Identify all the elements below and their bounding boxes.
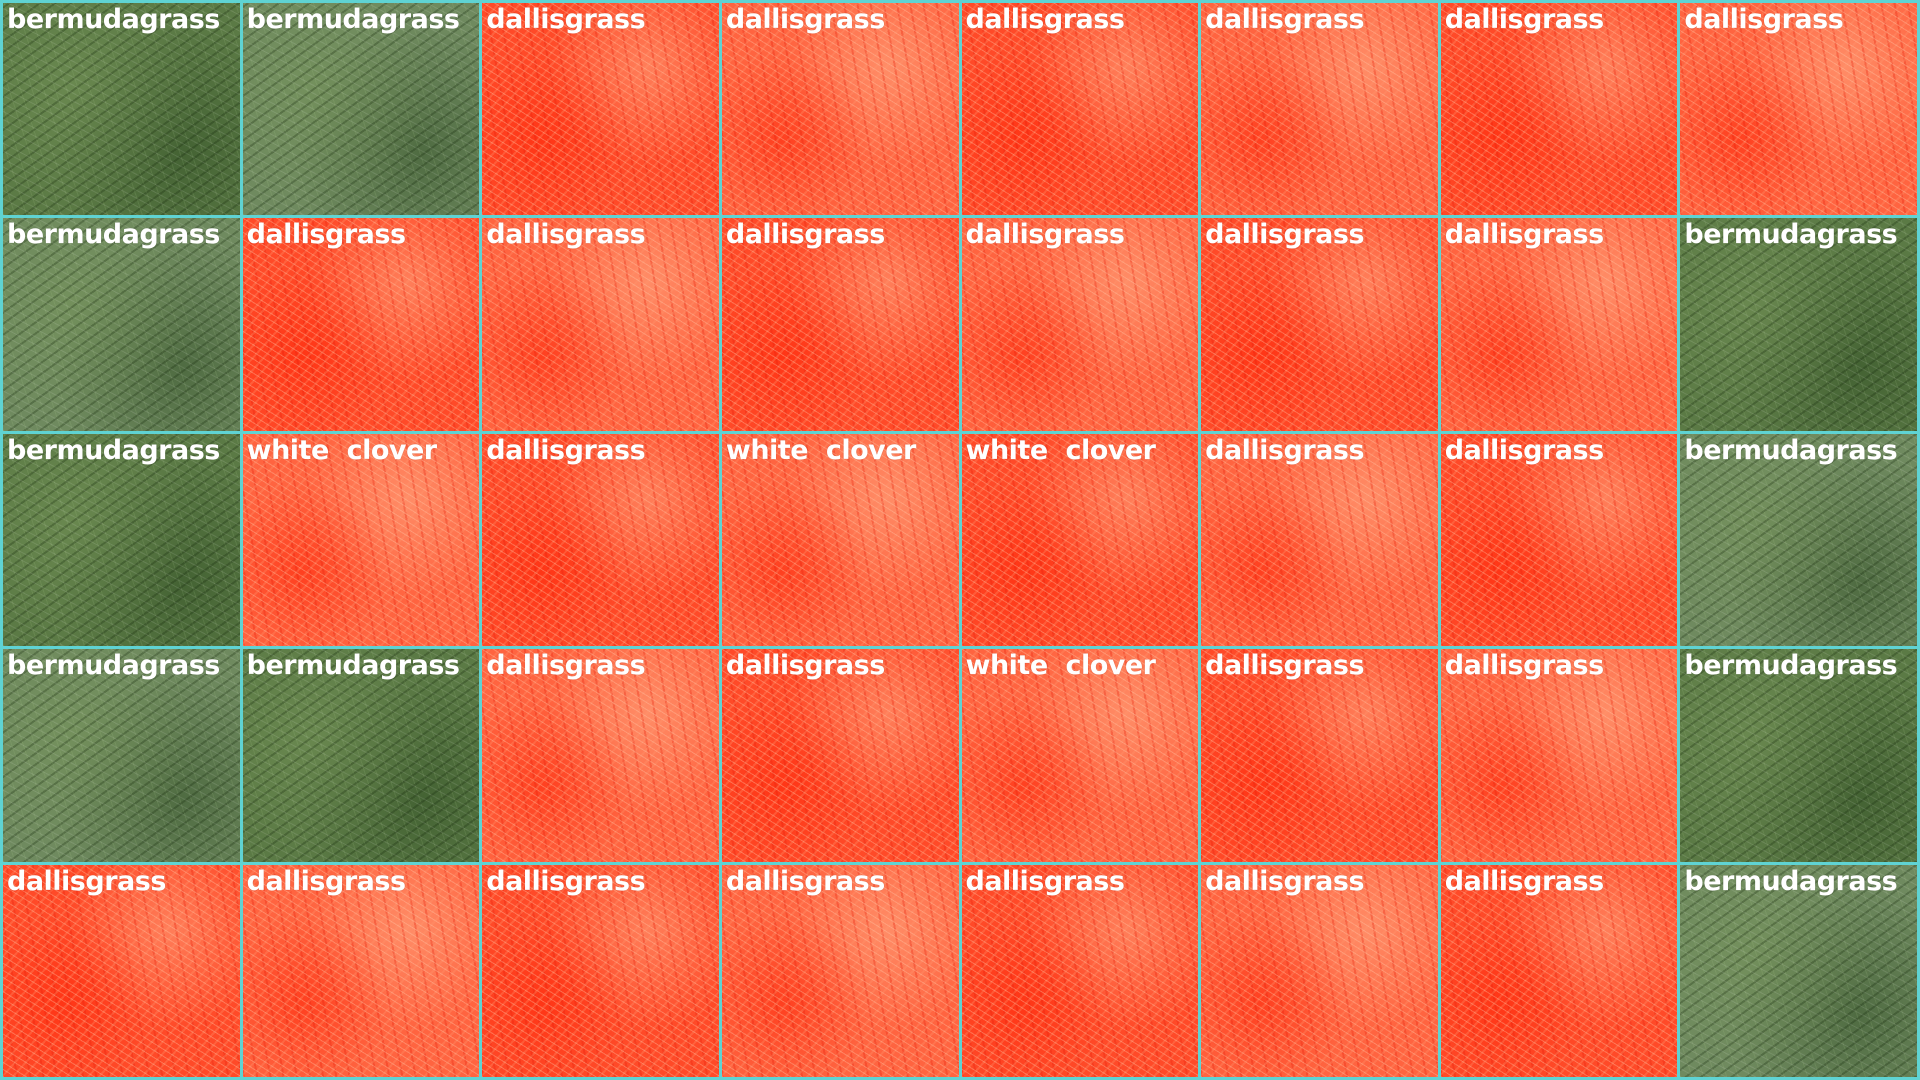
tile-class-label: dallisgrass: [246, 219, 406, 251]
tile-class-label: bermudagrass: [7, 4, 220, 35]
tile-class-label: dallisgrass: [965, 4, 1125, 35]
tile-class-label: dallisgrass: [965, 219, 1125, 251]
grid-tile-r3-c3[interactable]: dallisgrass: [482, 433, 719, 647]
grid-tile-r1-c6[interactable]: dallisgrass: [1201, 3, 1438, 216]
tile-class-label: bermudagrass: [246, 4, 460, 35]
grid-tile-r4-c7[interactable]: dallisgrass: [1440, 649, 1678, 862]
grid-tile-r5-c7[interactable]: dallisgrass: [1440, 864, 1678, 1077]
grid-tile-r1-c3[interactable]: dallisgrass: [482, 3, 719, 216]
grid-tile-r4-c1[interactable]: bermudagrass: [3, 649, 240, 862]
tile-class-label: dallisgrass: [1444, 219, 1604, 251]
grid-tile-r2-c3[interactable]: dallisgrass: [482, 218, 719, 431]
tile-class-label: bermudagrass: [7, 434, 220, 466]
grid-tile-r2-c6[interactable]: dallisgrass: [1201, 218, 1438, 431]
grid-tile-r3-c2[interactable]: white clover: [242, 433, 480, 647]
grid-tile-r1-c7[interactable]: dallisgrass: [1440, 3, 1678, 216]
grid-tile-r4-c8[interactable]: bermudagrass: [1680, 649, 1917, 862]
grid-tile-r2-c2[interactable]: dallisgrass: [242, 218, 480, 431]
tile-class-label: dallisgrass: [7, 865, 166, 897]
tile-class-label: white clover: [725, 434, 916, 466]
grid-tile-r4-c2[interactable]: bermudagrass: [242, 649, 480, 862]
tile-class-label: dallisgrass: [725, 650, 885, 682]
grid-tile-r5-c3[interactable]: dallisgrass: [482, 864, 719, 1077]
tile-class-label: white clover: [965, 650, 1156, 682]
tile-class-label: dallisgrass: [1205, 434, 1365, 466]
tile-class-label: dallisgrass: [1205, 4, 1365, 35]
tile-class-label: dallisgrass: [486, 650, 646, 682]
tile-class-label: dallisgrass: [1205, 865, 1365, 897]
tile-class-label: dallisgrass: [1444, 4, 1604, 35]
grid-tile-r3-c4[interactable]: white clover: [721, 433, 959, 647]
grid-tile-r2-c7[interactable]: dallisgrass: [1440, 218, 1678, 431]
grid-tile-r3-c8[interactable]: bermudagrass: [1680, 433, 1917, 647]
tile-class-label: dallisgrass: [1205, 219, 1365, 251]
grid-tile-r1-c8[interactable]: dallisgrass: [1680, 3, 1917, 216]
grid-tile-r4-c6[interactable]: dallisgrass: [1201, 649, 1438, 862]
grid-tile-r4-c4[interactable]: dallisgrass: [721, 649, 959, 862]
grid-tile-r5-c4[interactable]: dallisgrass: [721, 864, 959, 1077]
tile-class-label: dallisgrass: [486, 219, 646, 251]
grid-tile-r5-c5[interactable]: dallisgrass: [961, 864, 1199, 1077]
tile-class-label: dallisgrass: [486, 434, 646, 466]
tile-class-label: dallisgrass: [725, 4, 885, 35]
grid-tile-r2-c8[interactable]: bermudagrass: [1680, 218, 1917, 431]
grid-tile-r3-c1[interactable]: bermudagrass: [3, 433, 240, 647]
tile-class-label: bermudagrass: [1684, 865, 1898, 897]
tile-class-label: dallisgrass: [1205, 650, 1365, 682]
grid-tile-r5-c6[interactable]: dallisgrass: [1201, 864, 1438, 1077]
grid-tile-r1-c5[interactable]: dallisgrass: [961, 3, 1199, 216]
tile-class-label: dallisgrass: [246, 865, 406, 897]
tile-class-label: bermudagrass: [1684, 650, 1898, 682]
grid-tile-r1-c1[interactable]: bermudagrass: [3, 3, 240, 216]
grid-tile-r1-c4[interactable]: dallisgrass: [721, 3, 959, 216]
grid-tile-r2-c1[interactable]: bermudagrass: [3, 218, 240, 431]
grid-tile-r5-c2[interactable]: dallisgrass: [242, 864, 480, 1077]
grid-tile-r1-c2[interactable]: bermudagrass: [242, 3, 480, 216]
grid-tile-r2-c4[interactable]: dallisgrass: [721, 218, 959, 431]
tile-class-label: dallisgrass: [725, 865, 885, 897]
tile-class-label: bermudagrass: [1684, 434, 1898, 466]
grid-tile-r4-c3[interactable]: dallisgrass: [482, 649, 719, 862]
tile-class-label: dallisgrass: [1684, 4, 1844, 35]
tile-class-label: dallisgrass: [486, 865, 646, 897]
tile-class-label: bermudagrass: [246, 650, 460, 682]
tile-class-label: dallisgrass: [1444, 434, 1604, 466]
tile-class-label: bermudagrass: [1684, 219, 1898, 251]
grid-tile-r5-c1[interactable]: dallisgrass: [3, 864, 240, 1077]
grid-tile-r3-c5[interactable]: white clover: [961, 433, 1199, 647]
tile-class-label: dallisgrass: [486, 4, 646, 35]
tile-class-label: white clover: [965, 434, 1156, 466]
tile-class-label: white clover: [246, 434, 437, 466]
grid-tile-r5-c8[interactable]: bermudagrass: [1680, 864, 1917, 1077]
tile-class-label: bermudagrass: [7, 650, 220, 682]
tile-class-label: dallisgrass: [1444, 650, 1604, 682]
grid-tile-r4-c5[interactable]: white clover: [961, 649, 1199, 862]
tile-class-label: dallisgrass: [1444, 865, 1604, 897]
tile-class-label: bermudagrass: [7, 219, 220, 251]
grid-tile-r2-c5[interactable]: dallisgrass: [961, 218, 1199, 431]
tile-class-label: dallisgrass: [965, 865, 1125, 897]
tile-class-label: dallisgrass: [725, 219, 885, 251]
grid-tile-r3-c6[interactable]: dallisgrass: [1201, 433, 1438, 647]
grid-tile-r3-c7[interactable]: dallisgrass: [1440, 433, 1678, 647]
